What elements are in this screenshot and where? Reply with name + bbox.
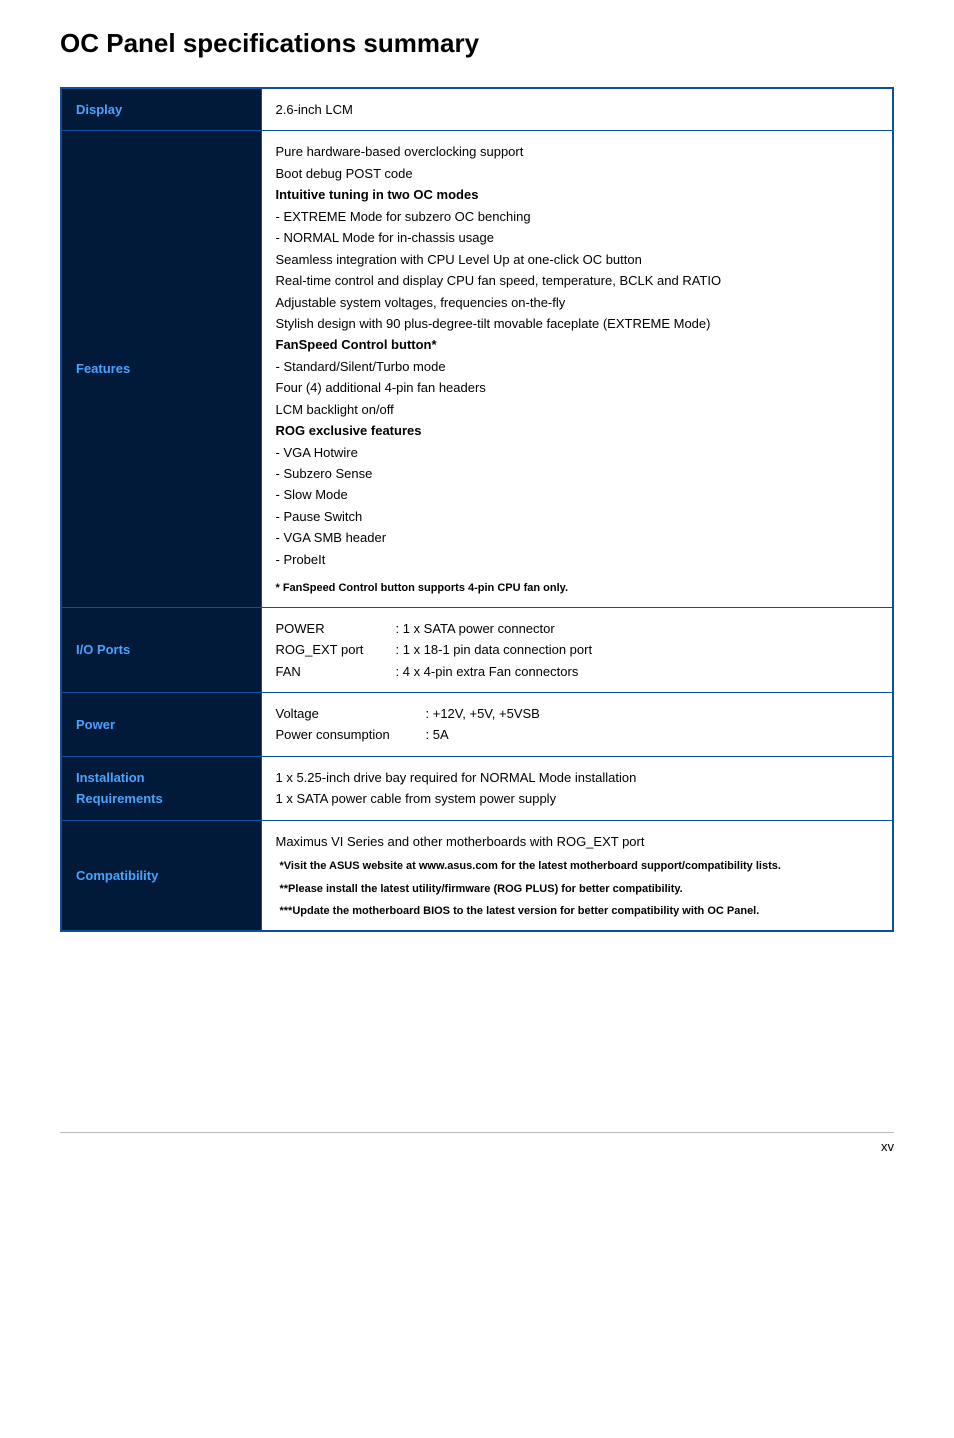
feature-line: - VGA Hotwire bbox=[276, 442, 879, 463]
feature-line: - Subzero Sense bbox=[276, 463, 879, 484]
feature-footnote: * FanSpeed Control button supports 4-pin… bbox=[276, 580, 879, 597]
feature-line: - VGA SMB header bbox=[276, 527, 879, 548]
label-display: Display bbox=[61, 88, 261, 131]
value-features: Pure hardware-based overclocking support… bbox=[261, 131, 893, 607]
feature-line: Adjustable system voltages, frequencies … bbox=[276, 292, 879, 313]
feature-line: Four (4) additional 4-pin fan headers bbox=[276, 377, 879, 398]
compat-main: Maximus VI Series and other motherboards… bbox=[276, 831, 879, 852]
footer-rule bbox=[60, 1132, 894, 1133]
row-display: Display 2.6-inch LCM bbox=[61, 88, 893, 131]
feature-line: LCM backlight on/off bbox=[276, 399, 879, 420]
value-io: POWER: 1 x SATA power connectorROG_EXT p… bbox=[261, 607, 893, 692]
value-power: Voltage: +12V, +5V, +5VSBPower consumpti… bbox=[261, 693, 893, 757]
row-power: Power Voltage: +12V, +5V, +5VSBPower con… bbox=[61, 693, 893, 757]
page-number: xv bbox=[60, 1139, 894, 1154]
compat-footnote: **Please install the latest utility/firm… bbox=[276, 881, 879, 898]
power-row: Power consumption: 5A bbox=[276, 724, 879, 745]
feature-line: FanSpeed Control button* bbox=[276, 334, 879, 355]
label-features: Features bbox=[61, 131, 261, 607]
row-io: I/O Ports POWER: 1 x SATA power connecto… bbox=[61, 607, 893, 692]
feature-line: Boot debug POST code bbox=[276, 163, 879, 184]
label-compat: Compatibility bbox=[61, 820, 261, 930]
io-port-row: FAN: 4 x 4-pin extra Fan connectors bbox=[276, 661, 879, 682]
page-title: OC Panel specifications summary bbox=[60, 28, 894, 59]
compat-footnote: ***Update the motherboard BIOS to the la… bbox=[276, 903, 879, 920]
feature-line: - Standard/Silent/Turbo mode bbox=[276, 356, 879, 377]
label-power: Power bbox=[61, 693, 261, 757]
feature-line: - ProbeIt bbox=[276, 549, 879, 570]
io-port-row: ROG_EXT port: 1 x 18-1 pin data connecti… bbox=[276, 639, 879, 660]
label-io: I/O Ports bbox=[61, 607, 261, 692]
install-line: 1 x 5.25-inch drive bay required for NOR… bbox=[276, 767, 879, 788]
feature-line: - Pause Switch bbox=[276, 506, 879, 527]
row-features: Features Pure hardware-based overclockin… bbox=[61, 131, 893, 607]
feature-line: ROG exclusive features bbox=[276, 420, 879, 441]
value-install: 1 x 5.25-inch drive bay required for NOR… bbox=[261, 756, 893, 820]
feature-line: Stylish design with 90 plus-degree-tilt … bbox=[276, 313, 879, 334]
feature-line: - EXTREME Mode for subzero OC benching bbox=[276, 206, 879, 227]
value-compat: Maximus VI Series and other motherboards… bbox=[261, 820, 893, 930]
install-line: 1 x SATA power cable from system power s… bbox=[276, 788, 879, 809]
power-row: Voltage: +12V, +5V, +5VSB bbox=[276, 703, 879, 724]
io-port-row: POWER: 1 x SATA power connector bbox=[276, 618, 879, 639]
value-display: 2.6-inch LCM bbox=[261, 88, 893, 131]
row-install: InstallationRequirements 1 x 5.25-inch d… bbox=[61, 756, 893, 820]
feature-line: Real-time control and display CPU fan sp… bbox=[276, 270, 879, 291]
row-compat: Compatibility Maximus VI Series and othe… bbox=[61, 820, 893, 930]
feature-line: Pure hardware-based overclocking support bbox=[276, 141, 879, 162]
spec-table: Display 2.6-inch LCM Features Pure hardw… bbox=[60, 87, 894, 932]
feature-line: - NORMAL Mode for in-chassis usage bbox=[276, 227, 879, 248]
feature-line: Intuitive tuning in two OC modes bbox=[276, 184, 879, 205]
feature-line: Seamless integration with CPU Level Up a… bbox=[276, 249, 879, 270]
label-install: InstallationRequirements bbox=[61, 756, 261, 820]
compat-footnote: *Visit the ASUS website at www.asus.com … bbox=[276, 858, 879, 875]
feature-line: - Slow Mode bbox=[276, 484, 879, 505]
